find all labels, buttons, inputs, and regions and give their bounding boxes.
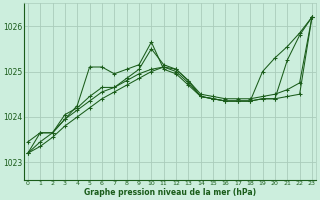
X-axis label: Graphe pression niveau de la mer (hPa): Graphe pression niveau de la mer (hPa) [84,188,256,197]
